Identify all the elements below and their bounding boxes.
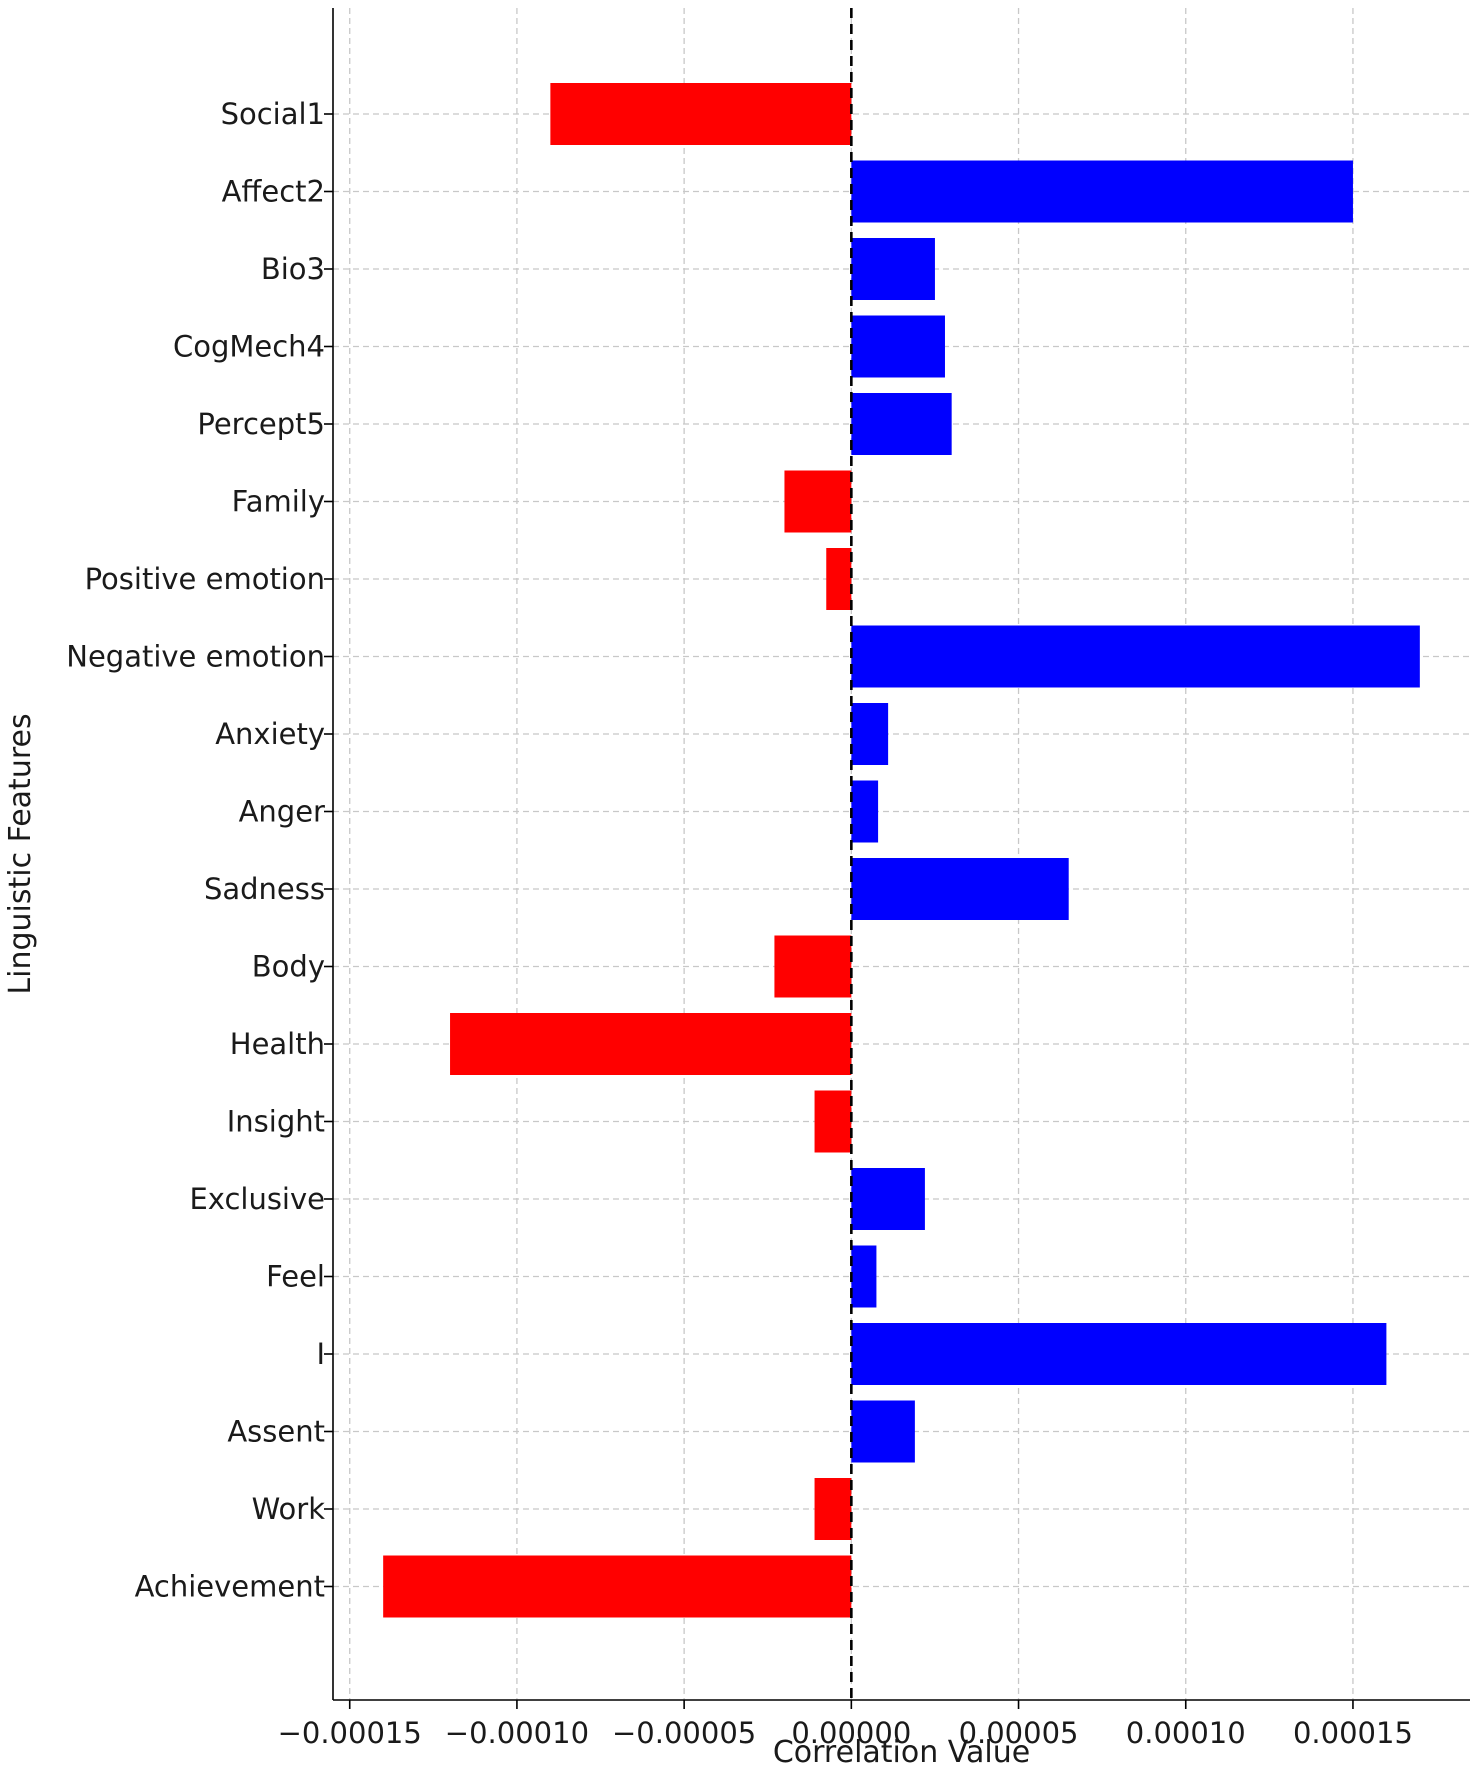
category-label: Anxiety xyxy=(215,717,325,751)
x-tick-label: 0.00000 xyxy=(791,1716,911,1750)
category-label: Assent xyxy=(227,1415,325,1449)
category-label: Body xyxy=(252,950,325,984)
bar-feel xyxy=(851,1245,877,1308)
bar-negative-emotion xyxy=(851,625,1420,688)
category-label: Social1 xyxy=(221,97,325,131)
bar-assent xyxy=(851,1400,915,1463)
bar-social1 xyxy=(550,83,852,145)
bar-percept5 xyxy=(851,393,952,455)
category-label: Sadness xyxy=(204,872,325,906)
bar-anger xyxy=(851,780,879,843)
x-tick-label: 0.00005 xyxy=(959,1716,1079,1750)
bar-affect2 xyxy=(851,160,1353,223)
category-label: Health xyxy=(230,1027,325,1061)
x-tick-label: −0.00010 xyxy=(445,1716,589,1750)
x-tick-label: −0.00005 xyxy=(612,1716,756,1750)
bar-family xyxy=(784,470,852,533)
x-tick-label: 0.00010 xyxy=(1126,1716,1246,1750)
category-label: Affect2 xyxy=(222,175,325,209)
x-tick-label: −0.00015 xyxy=(278,1716,422,1750)
bar-work xyxy=(814,1478,852,1540)
category-label: Work xyxy=(252,1492,326,1526)
bar-bio3 xyxy=(851,238,935,300)
axes xyxy=(332,8,1470,1701)
y-ticks: Social1 Affect2 Bio3 CogMech4 Percept5 Family… xyxy=(66,97,333,1604)
category-label: I xyxy=(316,1337,325,1371)
category-label: Anger xyxy=(239,795,325,829)
x-ticks: −0.00015 −0.00010 −0.00005 0.00000 0.00005 0.… xyxy=(278,1700,1413,1750)
category-label: Negative emotion xyxy=(66,640,325,674)
bar-body xyxy=(774,935,852,998)
x-tick-label: 0.00015 xyxy=(1293,1716,1413,1750)
bar-positive-emotion xyxy=(826,548,852,610)
category-label: Bio3 xyxy=(261,252,325,286)
category-label: Percept5 xyxy=(197,407,325,441)
y-axis-label: Linguistic Features xyxy=(3,713,38,994)
category-label: Feel xyxy=(266,1260,325,1294)
bar-i xyxy=(851,1323,1387,1385)
category-label: Achievement xyxy=(135,1570,325,1604)
bar-sadness xyxy=(851,858,1069,920)
category-label: Exclusive xyxy=(189,1182,325,1216)
category-label: Insight xyxy=(227,1105,325,1139)
bar-achievement xyxy=(383,1555,852,1618)
bar-anxiety xyxy=(851,703,889,765)
x-axis-label: Correlation Value xyxy=(773,1735,1030,1770)
bar-insight xyxy=(814,1090,852,1153)
category-label: Family xyxy=(232,485,325,519)
category-label: Positive emotion xyxy=(85,562,325,596)
category-label: CogMech4 xyxy=(173,330,325,364)
bars xyxy=(383,83,1420,1618)
bar-exclusive xyxy=(851,1168,925,1230)
bar-health xyxy=(450,1013,852,1075)
bar-cogmech4 xyxy=(851,315,945,378)
